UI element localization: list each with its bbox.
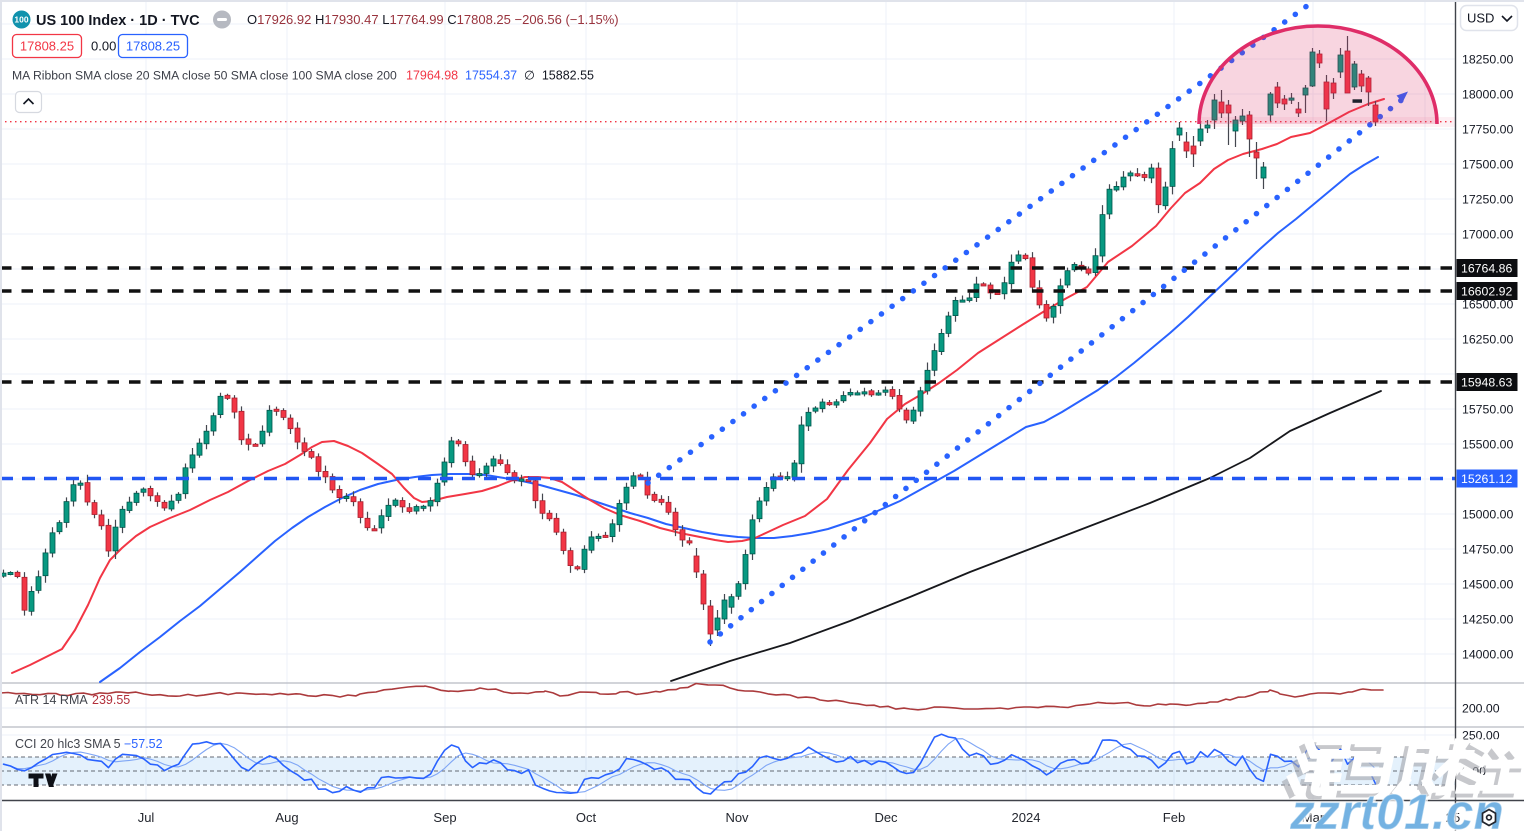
svg-text:2024: 2024	[1012, 810, 1041, 825]
svg-text:16764.86: 16764.86	[1461, 262, 1512, 276]
svg-text:15000.00: 15000.00	[1462, 508, 1513, 522]
svg-text:200.00: 200.00	[1462, 702, 1500, 716]
svg-text:17554.37: 17554.37	[465, 69, 517, 83]
svg-text:Feb: Feb	[1163, 810, 1185, 825]
svg-text:Jul: Jul	[138, 810, 155, 825]
svg-text:Oct: Oct	[576, 810, 597, 825]
svg-text:MA Ribbon SMA close 20 SMA clo: MA Ribbon SMA close 20 SMA close 50 SMA …	[12, 69, 397, 83]
svg-text:Sep: Sep	[433, 810, 456, 825]
svg-text:16250.00: 16250.00	[1462, 333, 1513, 347]
svg-text:100: 100	[14, 15, 28, 25]
svg-text:25: 25	[1446, 810, 1460, 825]
svg-text:US 100 Index · 1D · TVC: US 100 Index · 1D · TVC	[36, 13, 200, 29]
svg-text:250.00: 250.00	[1462, 729, 1500, 743]
svg-text:Aug: Aug	[275, 810, 298, 825]
svg-text:15948.63: 15948.63	[1461, 376, 1512, 390]
svg-text:17808.25: 17808.25	[20, 39, 74, 54]
svg-text:O17926.92 H17930.47 L17764.99: O17926.92 H17930.47 L17764.99 C17808.25 …	[247, 12, 619, 27]
svg-text:17250.00: 17250.00	[1462, 193, 1513, 207]
svg-text:0.00: 0.00	[91, 39, 116, 54]
svg-text:17750.00: 17750.00	[1462, 123, 1513, 137]
svg-text:Dec: Dec	[874, 810, 898, 825]
svg-text:239.55: 239.55	[92, 693, 130, 707]
svg-text:14250.00: 14250.00	[1462, 613, 1513, 627]
svg-text:16602.92: 16602.92	[1461, 285, 1512, 299]
svg-text:Mar: Mar	[1302, 810, 1325, 825]
svg-text:15500.00: 15500.00	[1462, 438, 1513, 452]
svg-text:CCI 20 hlc3 SMA 5: CCI 20 hlc3 SMA 5	[15, 737, 121, 751]
svg-text:14000.00: 14000.00	[1462, 648, 1513, 662]
svg-text:15750.00: 15750.00	[1462, 403, 1513, 417]
svg-text:15261.12: 15261.12	[1461, 472, 1512, 486]
svg-text:17964.98: 17964.98	[406, 69, 458, 83]
svg-text:Nov: Nov	[725, 810, 749, 825]
svg-text:17500.00: 17500.00	[1462, 158, 1513, 172]
svg-text:17000.00: 17000.00	[1462, 228, 1513, 242]
svg-text:USD: USD	[1467, 11, 1494, 26]
svg-text:16500.00: 16500.00	[1462, 298, 1513, 312]
svg-text:−57.52: −57.52	[124, 737, 163, 751]
svg-text:14750.00: 14750.00	[1462, 543, 1513, 557]
svg-text:18000.00: 18000.00	[1462, 88, 1513, 102]
svg-text:17808.25: 17808.25	[126, 39, 180, 54]
svg-text:14500.00: 14500.00	[1462, 578, 1513, 592]
svg-text:18250.00: 18250.00	[1462, 53, 1513, 67]
svg-text:∅ 15882.55: ∅ 15882.55	[524, 69, 594, 83]
svg-text:ATR 14 RMA: ATR 14 RMA	[15, 693, 88, 707]
